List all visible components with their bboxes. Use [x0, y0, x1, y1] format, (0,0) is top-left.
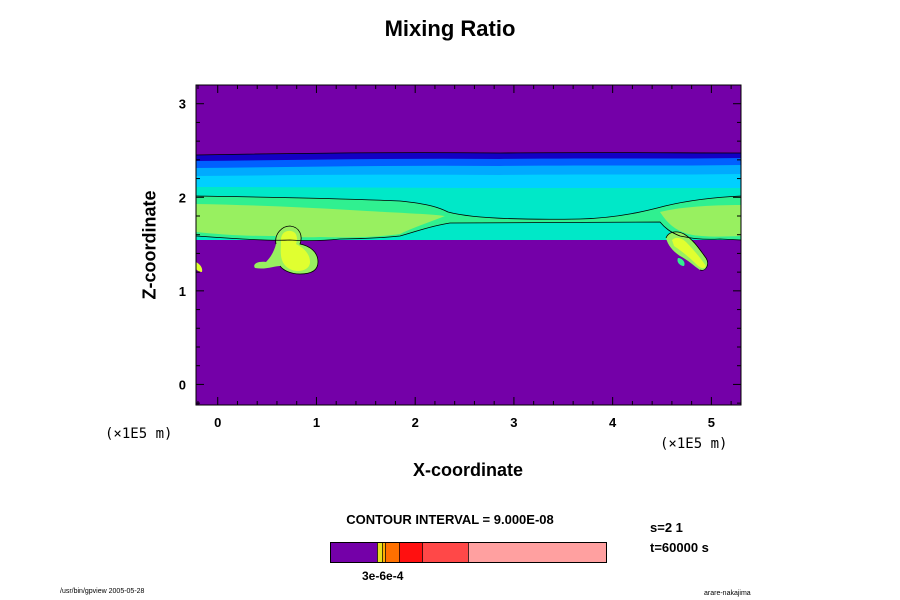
axis-tick-labels: 0 1 2 3 4 5 0 1 2 3	[179, 97, 715, 430]
x-tick-label: 4	[609, 415, 617, 430]
colorbar-cell	[399, 542, 423, 563]
axis-ticks	[196, 85, 741, 405]
x-tick-label: 0	[214, 415, 221, 430]
y-tick-label: 1	[179, 284, 186, 299]
colorbar-cell	[330, 542, 378, 563]
plot-frame	[195, 84, 742, 406]
colorbar	[330, 542, 607, 563]
x-tick-label: 1	[313, 415, 320, 430]
x-axis-label: X-coordinate	[412, 460, 523, 480]
x-tick-label: 5	[708, 415, 715, 430]
x-tick-label: 3	[510, 415, 517, 430]
x-unit-right: (×1E5 m)	[660, 436, 728, 452]
y-axis-label: Z-coordinate	[139, 190, 160, 300]
edge-blob	[196, 262, 203, 272]
colorbar-cell	[385, 542, 400, 563]
colorbar-cell	[422, 542, 469, 563]
footer-left: /usr/bin/gpview 2005-05-28	[60, 588, 145, 595]
x-tick-label: 2	[412, 415, 419, 430]
band-level-7-right	[660, 205, 741, 237]
step-readout: s=2 1	[650, 520, 683, 535]
time-readout: t=60000 s	[650, 540, 709, 555]
chart-title: Mixing Ratio	[384, 16, 516, 41]
plume-left-core	[280, 230, 310, 271]
y-tick-label: 2	[179, 190, 186, 205]
band-level-7	[196, 204, 445, 238]
plume-right-tail	[677, 258, 685, 266]
plume-right-core	[672, 237, 706, 269]
colorbar-cell	[377, 542, 383, 563]
y-tick-label: 3	[179, 97, 186, 112]
colorbar-label: 3e-6e-4	[362, 569, 404, 583]
contour-fields	[196, 85, 741, 405]
footer-right: arare-nakajima	[704, 590, 751, 597]
colorbar-cell	[468, 542, 607, 563]
contour-interval: CONTOUR INTERVAL = 9.000E-08	[346, 512, 554, 527]
colorbar-cell	[382, 542, 386, 563]
x-unit-left: (×1E5 m)	[105, 426, 173, 442]
contour-lines	[196, 152, 741, 275]
y-tick-label: 0	[179, 377, 186, 392]
